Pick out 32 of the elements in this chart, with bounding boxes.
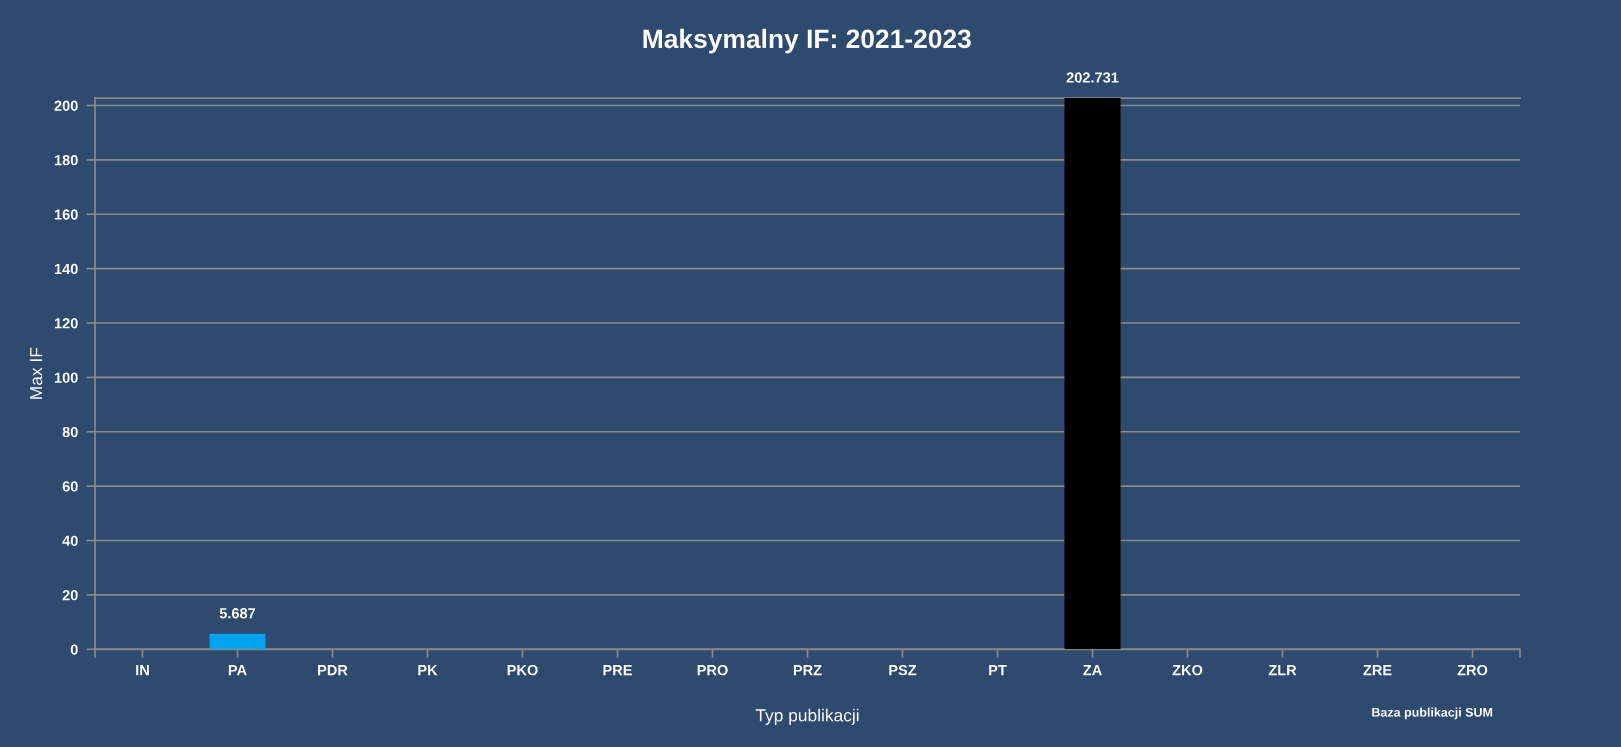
x-axis-title: Typ publikacji xyxy=(755,708,859,725)
x-tick-label: PRO xyxy=(697,664,728,676)
y-tick-label: 20 xyxy=(62,590,78,601)
x-tick-label: PT xyxy=(989,665,1007,676)
y-tick-label: 160 xyxy=(54,209,78,220)
x-tick-label: ZA xyxy=(1083,665,1102,676)
x-tick-label: PKO xyxy=(507,664,538,676)
y-tick-label: 60 xyxy=(62,481,78,492)
y-axis-title: Max IF xyxy=(30,347,43,399)
y-tick-label: 0 xyxy=(70,644,78,655)
x-tick-label: ZRE xyxy=(1363,665,1392,676)
text: Baza publikacji SUM xyxy=(1372,707,1493,720)
x-tick-label: PRZ xyxy=(793,665,822,676)
data-label: 5.687 xyxy=(219,608,256,619)
y-tick-label: 140 xyxy=(54,263,78,275)
chart-title: Maksymalny IF: 2021-2023 xyxy=(643,28,971,54)
x-tick-label: PK xyxy=(418,665,438,676)
x-tick-label: ZKO xyxy=(1172,664,1203,676)
data-label: 202.731 xyxy=(1066,72,1119,83)
x-tick-label: ZRO xyxy=(1457,664,1488,676)
y-tick-label: 80 xyxy=(62,426,78,438)
x-tick-label: IN xyxy=(136,665,149,676)
y-tick-label: 200 xyxy=(54,100,78,111)
y-tick-label: 180 xyxy=(54,154,78,166)
x-tick-label: PDR xyxy=(318,665,348,676)
y-tick-label: 100 xyxy=(54,372,78,383)
x-tick-label: PA xyxy=(228,665,247,676)
y-tick-label: 120 xyxy=(54,318,78,329)
x-tick-label: PRE xyxy=(603,665,632,676)
x-tick-label: PSZ xyxy=(889,664,917,676)
x-tick-label: ZLR xyxy=(1268,665,1297,676)
y-tick-label: 40 xyxy=(62,535,78,546)
